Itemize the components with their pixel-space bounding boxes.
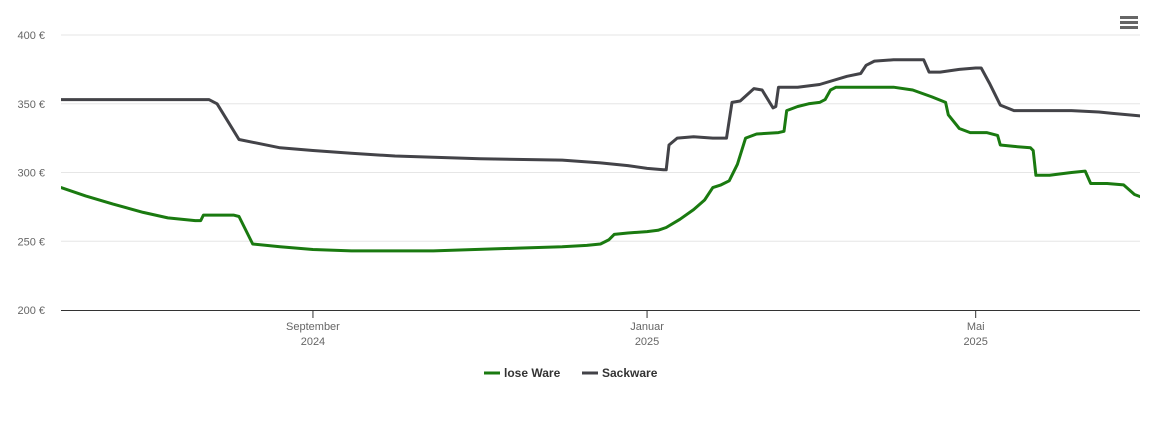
series-line-sackware — [61, 58, 1140, 172]
legend-label-lose-ware: lose Ware — [504, 366, 561, 380]
x-tick-label: Januar — [630, 321, 664, 333]
grid-lines — [61, 34, 1140, 242]
legend-item-sackware[interactable]: Sackware — [582, 366, 658, 380]
x-tick-label: 2025 — [635, 336, 659, 348]
x-axis: September 2024 Januar 2025 Mai 2025 — [61, 310, 1140, 348]
x-tick-label: Mai — [967, 321, 985, 333]
y-tick-label: 400 € — [17, 30, 45, 42]
y-axis-labels: 200 € 250 € 300 € 350 € 400 € — [17, 30, 45, 317]
y-tick-label: 300 € — [17, 168, 45, 180]
series-lines — [61, 58, 1140, 253]
legend-item-lose-ware[interactable]: lose Ware — [484, 366, 561, 380]
y-tick-label: 200 € — [17, 305, 45, 317]
x-tick-label: September — [286, 321, 340, 333]
x-tick-label: 2025 — [963, 336, 987, 348]
y-tick-label: 250 € — [17, 236, 45, 248]
x-tick-label: 2024 — [301, 336, 325, 348]
y-tick-label: 350 € — [17, 99, 45, 111]
legend: lose Ware Sackware — [484, 366, 658, 380]
hamburger-menu-icon[interactable] — [1120, 14, 1138, 30]
legend-label-sackware: Sackware — [602, 366, 658, 380]
series-line-lose-ware — [61, 85, 1140, 253]
